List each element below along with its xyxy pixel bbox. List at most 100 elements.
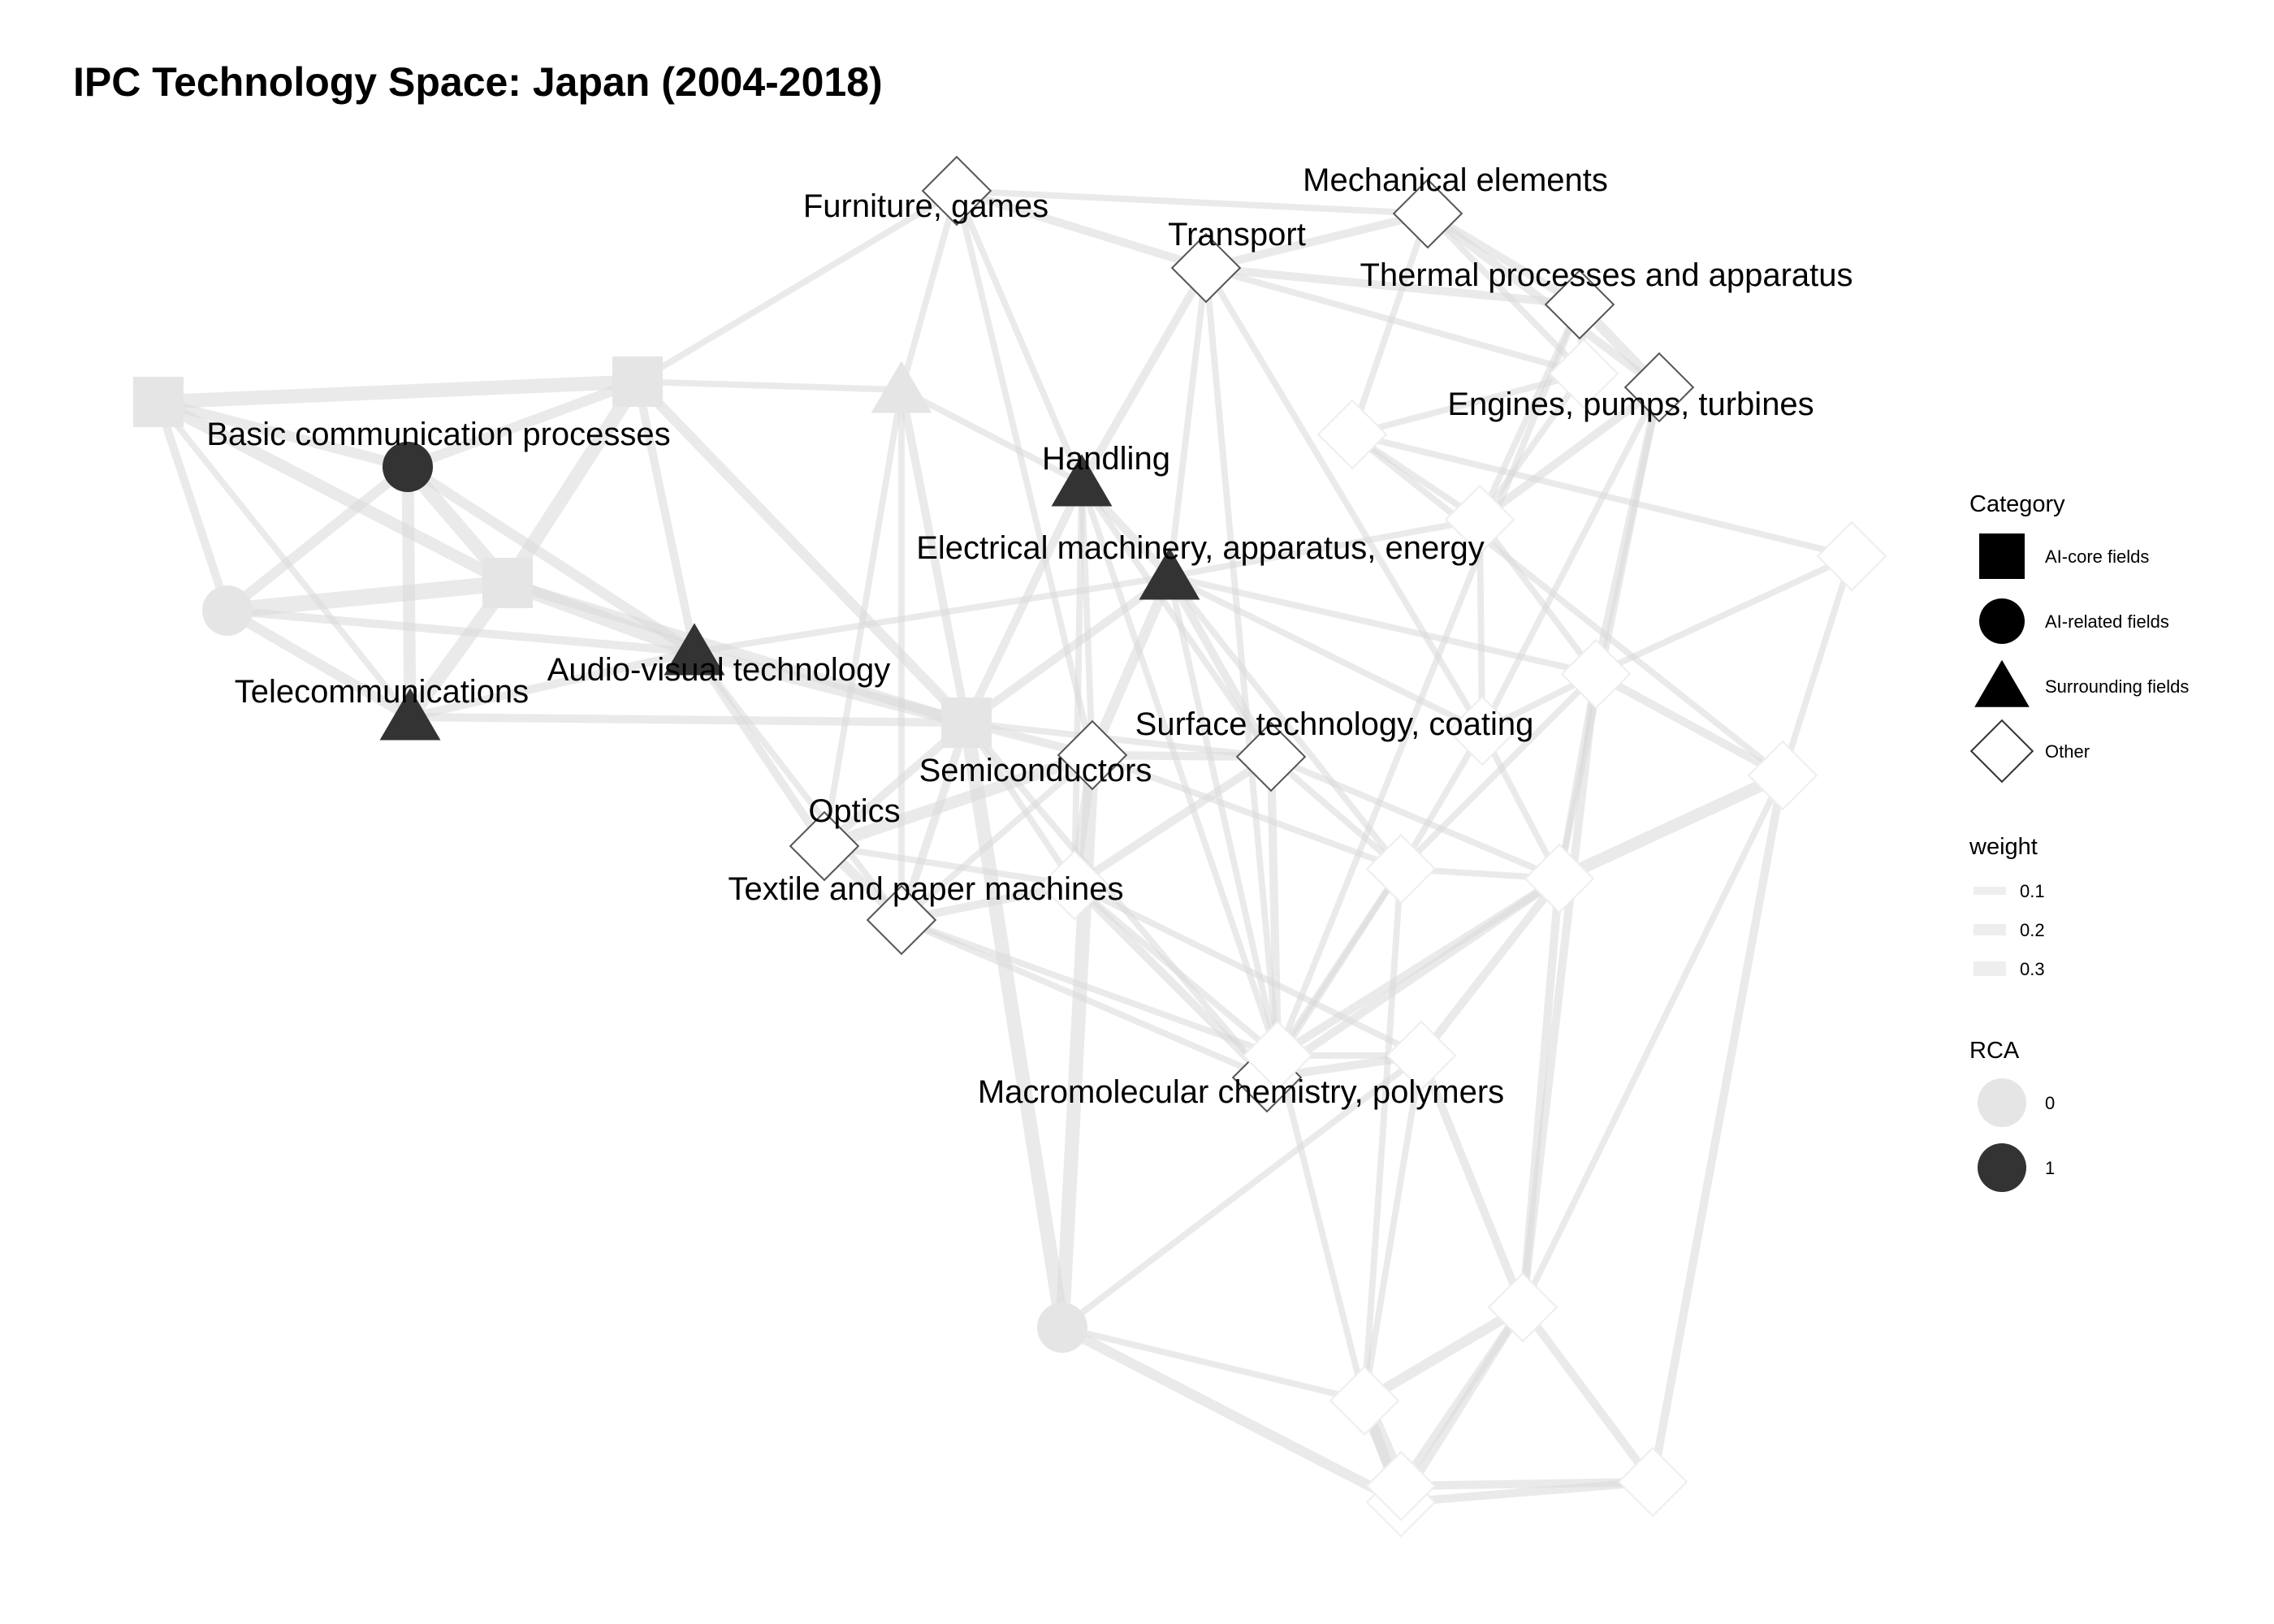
edge-n10-n29 (1166, 573, 1404, 872)
plot-title: IPC Technology Space: Japan (2004-2018) (73, 59, 883, 105)
edge-n10-n19 (1165, 572, 1276, 762)
edge-n10-n18 (1087, 571, 1175, 761)
node-n36 (1329, 1365, 1400, 1436)
edge-n4-n31 (963, 719, 1078, 888)
edge-n14-n15 (1201, 209, 1433, 273)
edge-n4-n8 (897, 385, 971, 728)
edge-n18-n7 (1055, 748, 1100, 1335)
node-n19 (1235, 721, 1307, 793)
node-n16 (1544, 269, 1615, 340)
edge-n11-n10 (691, 573, 1173, 655)
edge-n28-n30 (1591, 669, 1788, 780)
legend-rca-title: RCA (1969, 1038, 2020, 1064)
legend-category-label-3: Other (2045, 741, 2090, 762)
legend-category-key-0 (1979, 533, 2025, 579)
node-n5 (383, 442, 433, 492)
node-n23 (1316, 399, 1388, 470)
edge-n7-n34 (1059, 1052, 1424, 1331)
edge-n27-n28 (1593, 553, 1855, 677)
node-n17 (1623, 352, 1695, 423)
edge-n27-n30 (1779, 553, 1855, 779)
legend-rca-key-1 (1978, 1143, 2026, 1192)
edge-n4-n7 (959, 715, 1070, 1335)
edge-n26-n29 (1398, 728, 1485, 872)
legend-rca-label-1: 1 (2045, 1158, 2055, 1178)
edge-n2-n13 (634, 188, 960, 385)
edge-n10-n24 (1166, 516, 1483, 580)
node-n26 (1446, 695, 1518, 767)
node-n39 (1617, 1446, 1688, 1518)
edge-n5-n12 (401, 460, 417, 723)
legend-category-title: Category (1969, 491, 2065, 517)
edge-n1-n5 (153, 396, 413, 473)
node-n21 (866, 884, 937, 956)
legend-category-label-1: AI-related fields (2045, 611, 2169, 632)
edge-n2-n5 (402, 376, 643, 473)
edge-n19-n32 (1266, 752, 1282, 1060)
edge-n30-n33 (1553, 769, 1789, 885)
node-n38 (1365, 1450, 1437, 1522)
edge-n14-n23 (1349, 210, 1431, 438)
edge-n38-n39 (1396, 1477, 1658, 1491)
edge-n15-n32 (1203, 265, 1281, 1059)
edge-n12-n11 (405, 647, 699, 722)
edge-n1-n6 (153, 397, 232, 615)
edge-n20-n31 (821, 843, 1078, 888)
node-n4 (941, 698, 992, 748)
node-n2 (612, 356, 663, 407)
edge-n2-n3 (500, 374, 645, 590)
legend: Category AI-core fields AI-related fields S… (1969, 491, 2189, 1192)
node-n30 (1747, 740, 1818, 811)
node-n9 (1051, 454, 1113, 507)
node-label-n5: Basic communication processes (206, 417, 670, 452)
edge-n33-n32 (1273, 874, 1564, 1060)
edge-n4-n21 (897, 718, 971, 925)
legend-weight-title: weight (1969, 834, 2038, 860)
edge-n32-n36 (1274, 1052, 1368, 1404)
edge-n19-n33 (1268, 754, 1563, 882)
node-n32 (1242, 1020, 1313, 1091)
edge-n3-n6 (219, 575, 516, 619)
node-label-n9: Handling (1042, 441, 1170, 477)
edge-n2-n8 (634, 378, 905, 393)
node-label-n13: Furniture, games (803, 188, 1048, 224)
edge-n15-n10 (1166, 265, 1209, 580)
edge-n9-n32 (1079, 480, 1281, 1059)
edge-n22-n31 (1070, 880, 1272, 1082)
edge-n7-n36 (1059, 1324, 1368, 1404)
node-layer (133, 155, 1887, 1538)
edge-n4-n11 (688, 646, 973, 729)
node-label-n15: Transport (1168, 217, 1306, 253)
node-n6 (202, 585, 253, 636)
edge-n13-n15 (952, 186, 1211, 273)
edge-n16-n32 (1274, 301, 1583, 1059)
node-n28 (1560, 638, 1632, 710)
edge-n1-n2 (151, 374, 645, 409)
edge-n2-n4 (632, 376, 972, 728)
edge-n21-n32 (898, 917, 1281, 1059)
edge-n21-n22 (898, 917, 1270, 1081)
node-n8 (871, 361, 932, 413)
edge-n2-n11 (633, 377, 699, 657)
node-label-n17: Engines, pumps, turbines (1447, 387, 1814, 422)
legend-category-key-3 (1969, 719, 2034, 784)
edge-n30-n39 (1648, 771, 1788, 1487)
edge-n33-n34 (1416, 874, 1564, 1060)
edge-n28-n35 (1518, 669, 1601, 1312)
legend-category-label-2: Surrounding fields (2045, 676, 2189, 697)
edge-n35-n38 (1396, 1302, 1528, 1491)
edge-n29-n32 (1274, 866, 1404, 1059)
node-n11 (664, 623, 725, 676)
edge-n17-n24 (1475, 382, 1664, 525)
legend-category-key-2 (1974, 659, 2030, 707)
legend-category-label-0: AI-core fields (2045, 546, 2149, 567)
node-n7 (1037, 1302, 1087, 1353)
edge-n35-n39 (1518, 1302, 1658, 1487)
node-n24 (1444, 484, 1515, 555)
edge-n26-n33 (1479, 728, 1563, 882)
edge-n1-n3 (152, 395, 514, 590)
edge-n23-n27 (1349, 431, 1855, 559)
node-label-n12: Telecommunications (235, 674, 529, 710)
